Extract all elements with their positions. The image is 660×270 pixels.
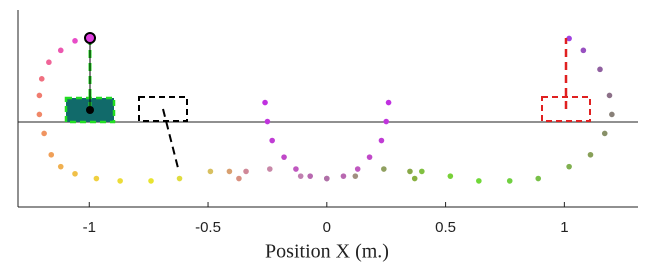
point [378,137,385,144]
point [36,111,43,118]
point [38,76,45,82]
point [117,178,123,184]
point [383,118,389,125]
point [597,66,603,73]
point [36,92,43,99]
point [606,92,613,99]
ghost-cart [138,96,188,122]
point [269,137,275,144]
point [609,111,615,118]
point [324,175,330,182]
x-axis-label: Position X (m.) [265,241,389,263]
x-tick-label: 0 [323,219,331,236]
x-tick-label: -1 [83,219,96,236]
point [297,173,304,179]
point [580,47,587,54]
point [352,173,359,179]
ghost-pole [162,108,179,169]
point [447,173,454,179]
point [57,163,64,170]
point [506,178,513,184]
point [307,173,313,179]
plot-area [36,35,615,184]
point [57,47,64,54]
point [381,166,387,172]
point [535,175,542,182]
target-cart [541,96,591,122]
point [41,130,47,137]
point [48,151,55,158]
pivot [86,106,94,114]
point [281,154,287,160]
point [264,118,271,125]
point [566,163,572,170]
point [385,99,392,106]
point [72,170,78,177]
point [46,59,52,66]
point [566,35,572,42]
point [419,168,425,175]
point [226,168,233,175]
x-tick-label: -0.5 [195,219,221,236]
point [354,166,361,172]
x-tick-label: 1 [560,219,568,236]
point [587,151,594,158]
point [293,166,299,172]
x-tick-label: 0.5 [435,219,456,236]
point [407,168,413,175]
point [176,175,183,182]
point [243,168,249,175]
point [93,175,100,182]
point [236,175,242,182]
point [148,178,154,184]
point [476,178,482,184]
point [72,38,78,44]
pole-tip [84,32,96,44]
point [601,130,608,137]
point [340,173,347,179]
point [411,175,418,182]
point [262,99,268,106]
point [267,166,273,172]
point [207,168,214,175]
point [366,154,373,160]
